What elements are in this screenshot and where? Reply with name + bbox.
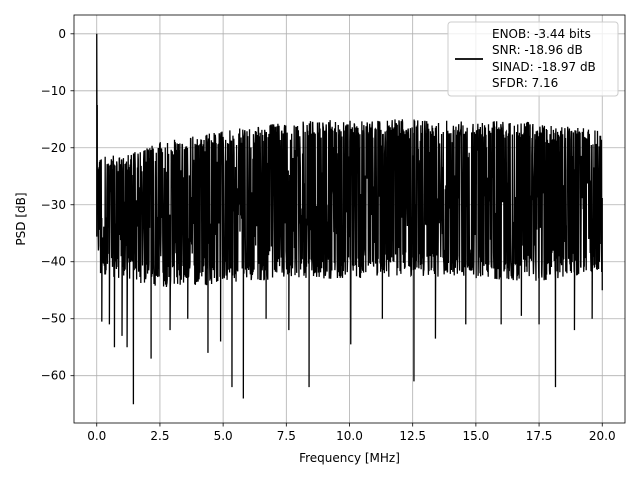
legend-line-sfdr: SFDR: 7.16 <box>492 76 558 90</box>
x-tick-label: 7.5 <box>277 429 296 443</box>
x-axis-label: Frequency [MHz] <box>299 451 400 465</box>
y-tick-label: −30 <box>41 198 66 212</box>
x-tick-label: 0.0 <box>87 429 106 443</box>
y-tick-label: −20 <box>41 141 66 155</box>
legend-box <box>447 21 619 97</box>
y-axis-ticks: 0 −10 −20 −30 −40 −50 −60 <box>41 27 74 383</box>
y-axis-label: PSD [dB] <box>14 192 28 245</box>
y-tick-label: −40 <box>41 255 66 269</box>
data-series <box>96 33 603 405</box>
legend: ENOB: -3.44 bits SNR: -18.96 dB SINAD: -… <box>447 21 619 97</box>
psd-series-line <box>96 33 603 405</box>
x-tick-label: 20.0 <box>589 429 616 443</box>
x-tick-label: 2.5 <box>150 429 169 443</box>
x-tick-label: 5.0 <box>214 429 233 443</box>
legend-line-enob: ENOB: -3.44 bits <box>492 27 591 41</box>
y-tick-label: −60 <box>41 369 66 383</box>
x-tick-label: 12.5 <box>399 429 426 443</box>
legend-line-snr: SNR: -18.96 dB <box>492 43 583 57</box>
x-tick-label: 15.0 <box>463 429 490 443</box>
x-tick-label: 10.0 <box>336 429 363 443</box>
y-tick-label: −50 <box>41 312 66 326</box>
legend-line-sinad: SINAD: -18.97 dB <box>492 60 596 74</box>
x-axis-ticks: 0.0 2.5 5.0 7.5 10.0 12.5 15.0 17.5 20.0 <box>87 423 616 443</box>
x-tick-label: 17.5 <box>526 429 553 443</box>
y-tick-label: 0 <box>58 27 66 41</box>
y-tick-label: −10 <box>41 84 66 98</box>
